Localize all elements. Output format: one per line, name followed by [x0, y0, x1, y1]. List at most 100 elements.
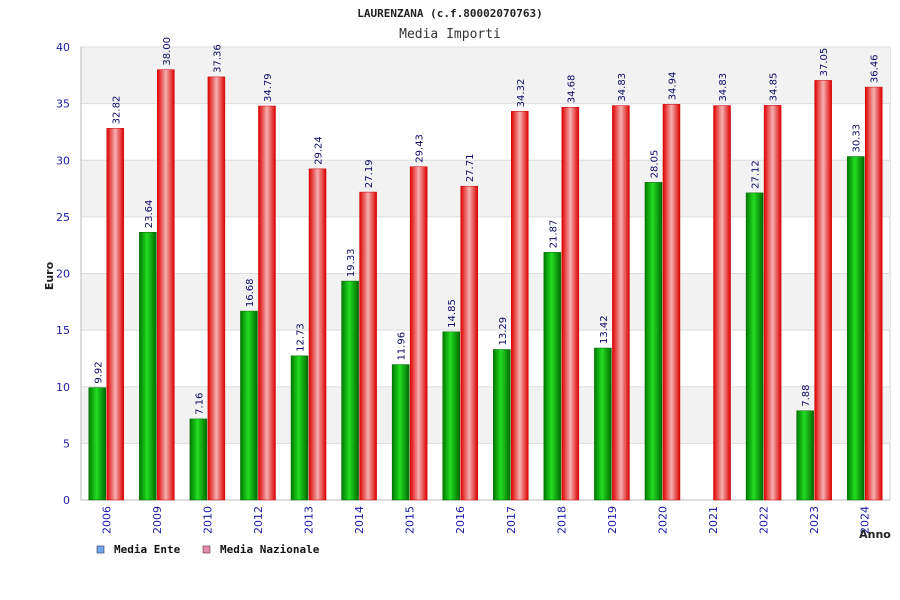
y-tick-label: 10 — [56, 381, 70, 394]
bar-media-nazionale-2013 — [308, 168, 327, 501]
x-tick-label: 2016 — [454, 506, 467, 534]
x-tick-label: 2020 — [656, 506, 669, 534]
x-tick-label: 2006 — [100, 506, 113, 534]
data-label: 30.33 — [852, 124, 863, 153]
bar-media-ente-2009 — [139, 232, 157, 501]
x-tick-label: 2019 — [606, 506, 619, 534]
bar-media-nazionale-2023 — [814, 80, 832, 501]
bar-media-ente-2010 — [189, 418, 208, 501]
x-tick-label: 2010 — [201, 506, 214, 534]
data-label: 34.83 — [617, 73, 628, 102]
bar-media-ente-2015 — [391, 364, 410, 501]
bar-media-ente-2016 — [442, 331, 460, 501]
data-label: 27.12 — [751, 160, 762, 189]
y-tick-label: 20 — [56, 268, 70, 281]
y-axis-label: Euro — [43, 261, 56, 290]
bar-media-ente-2014 — [341, 280, 359, 501]
data-label: 7.88 — [801, 384, 812, 406]
chart-title: LAURENZANA (c.f.80002070763) — [357, 7, 542, 20]
x-tick-label: 2018 — [555, 506, 568, 534]
data-label: 9.92 — [93, 361, 104, 383]
bar-media-ente-2024 — [846, 156, 865, 501]
bar-media-nazionale-2024 — [864, 86, 883, 501]
x-tick-label: 2022 — [758, 506, 771, 534]
data-label: 12.73 — [296, 323, 307, 352]
y-axis-ticks: 0 5 10 15 20 25 30 35 40 — [56, 41, 70, 507]
bar-media-ente-2019 — [594, 347, 612, 501]
data-label: 34.79 — [263, 73, 274, 102]
bar-media-nazionale-2019 — [612, 105, 630, 501]
bar-media-ente-2017 — [493, 349, 511, 501]
bar-media-nazionale-2014 — [359, 191, 377, 501]
bar-media-ente-2018 — [543, 252, 562, 501]
data-label: 27.71 — [465, 154, 476, 183]
data-labels: 9.92 32.82 23.64 38.00 7.16 37.36 16.68 34.79 12… — [93, 37, 880, 415]
bar-media-ente-2023 — [796, 410, 814, 501]
data-label: 36.46 — [870, 54, 881, 83]
data-label: 27.19 — [364, 159, 375, 188]
x-tick-label: 2023 — [808, 506, 821, 534]
x-tick-label: 2017 — [505, 506, 518, 534]
data-label: 37.05 — [819, 48, 830, 77]
chart-subtitle: Media Importi — [399, 27, 501, 42]
bar-media-nazionale-2020 — [662, 104, 681, 501]
bar-media-nazionale-2015 — [409, 166, 428, 501]
data-label: 19.33 — [346, 248, 357, 277]
data-label: 13.29 — [498, 317, 509, 346]
bar-media-nazionale-2010 — [207, 76, 226, 501]
data-label: 16.68 — [245, 278, 256, 307]
legend-label-media-nazionale: Media Nazionale — [220, 543, 320, 556]
bar-media-ente-2022 — [745, 192, 764, 501]
bar-media-nazionale-2012 — [258, 105, 276, 501]
data-label: 38.00 — [162, 37, 173, 66]
data-label: 37.36 — [212, 44, 223, 73]
legend: Media Ente Media Nazionale — [96, 543, 320, 556]
legend-label-media-ente: Media Ente — [114, 543, 181, 556]
data-label: 29.43 — [415, 134, 426, 163]
y-tick-label: 35 — [56, 98, 70, 111]
x-tick-label: 2012 — [252, 506, 265, 534]
data-label: 32.82 — [111, 96, 122, 125]
bar-media-nazionale-2021 — [713, 105, 731, 501]
data-label: 34.85 — [769, 73, 780, 102]
x-axis-ticks: 2006 2009 2010 2012 2013 2014 2015 2016 2017 2018… — [100, 506, 871, 534]
y-tick-label: 5 — [63, 437, 70, 450]
y-tick-label: 30 — [56, 154, 70, 167]
data-label: 21.87 — [548, 220, 559, 249]
data-label: 7.16 — [194, 393, 205, 415]
x-axis-label: Anno — [859, 528, 891, 541]
bar-media-ente-2013 — [290, 355, 309, 501]
bar-media-ente-2012 — [240, 310, 258, 501]
bars-group — [88, 69, 883, 501]
data-label: 34.32 — [516, 79, 527, 108]
data-label: 11.96 — [397, 332, 408, 361]
data-label: 28.05 — [649, 150, 660, 179]
y-tick-label: 25 — [56, 211, 70, 224]
data-label: 13.42 — [599, 315, 610, 344]
x-tick-label: 2013 — [303, 506, 316, 534]
x-tick-label: 2021 — [707, 506, 720, 534]
data-label: 34.68 — [566, 75, 577, 104]
y-tick-label: 0 — [63, 494, 70, 507]
legend-swatch-media-ente — [96, 545, 105, 554]
data-label: 34.94 — [667, 72, 678, 101]
data-label: 23.64 — [144, 200, 155, 229]
y-tick-label: 15 — [56, 324, 70, 337]
x-tick-label: 2009 — [151, 506, 164, 534]
bar-media-ente-2006 — [88, 387, 107, 501]
bar-media-nazionale-2006 — [106, 128, 125, 501]
y-tick-label: 40 — [56, 41, 70, 54]
bar-media-nazionale-2009 — [157, 69, 175, 501]
bar-media-ente-2020 — [644, 182, 663, 501]
bar-media-nazionale-2017 — [511, 111, 529, 501]
bar-media-nazionale-2016 — [460, 185, 478, 501]
bar-media-nazionale-2018 — [561, 106, 580, 501]
x-tick-label: 2015 — [404, 506, 417, 534]
data-label: 34.83 — [718, 73, 729, 102]
bar-media-nazionale-2022 — [763, 105, 782, 501]
legend-swatch-media-nazionale — [202, 545, 211, 554]
x-tick-label: 2014 — [353, 506, 366, 534]
data-label: 29.24 — [314, 136, 325, 165]
x-tick-label: 2024 — [859, 506, 872, 534]
